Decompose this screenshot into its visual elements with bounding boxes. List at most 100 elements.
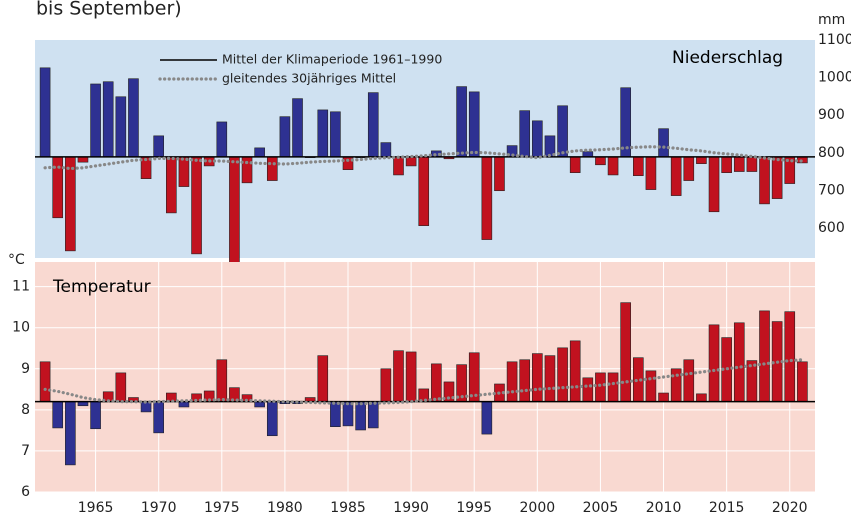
y-axis-unit: °C [8, 252, 25, 268]
bar [633, 156, 644, 176]
bar [532, 353, 543, 402]
y-tick-label: 11 [12, 279, 30, 295]
bar [367, 401, 379, 429]
bar [266, 156, 278, 181]
bar [77, 156, 89, 163]
x-tick-label: 1995 [456, 500, 492, 516]
y-tick-label: 10 [12, 320, 30, 336]
x-tick-label: 2000 [520, 500, 556, 516]
bar [746, 360, 758, 402]
bar [481, 401, 493, 435]
bar [279, 116, 291, 158]
x-tick-label: 1965 [78, 500, 114, 516]
bar [519, 110, 531, 158]
bar [797, 361, 808, 402]
bar [216, 121, 228, 158]
y-tick-label: 800 [818, 145, 845, 161]
x-tick-label: 1975 [204, 500, 240, 516]
bar [90, 83, 101, 158]
bar [115, 96, 127, 158]
bar [355, 401, 366, 431]
y-tick-label: 9 [21, 361, 30, 377]
bar [494, 156, 505, 192]
y-tick-label: 7 [21, 443, 30, 459]
bar [658, 128, 669, 158]
bar [759, 310, 770, 402]
bar [557, 105, 568, 158]
bar [582, 377, 594, 402]
bar [683, 359, 695, 402]
bar [292, 98, 303, 158]
bar [569, 340, 581, 402]
bar [696, 156, 707, 164]
x-tick-label: 2020 [772, 500, 808, 516]
bar [708, 324, 720, 402]
y-tick-label: 600 [818, 220, 845, 236]
bar [721, 156, 732, 173]
bar [153, 135, 164, 158]
bar [65, 401, 76, 466]
bar [405, 351, 417, 402]
bar [544, 355, 556, 402]
bar [330, 111, 341, 158]
panel-title: Niederschlag [672, 48, 783, 68]
y-tick-label: 8 [21, 402, 30, 418]
y-tick-label: 1000 [818, 70, 851, 86]
x-tick-label: 2010 [646, 500, 682, 516]
bar [191, 156, 202, 255]
panel-background [35, 262, 815, 492]
bar [115, 372, 127, 402]
bar [229, 156, 240, 267]
bar [607, 372, 619, 402]
bar [645, 156, 657, 190]
bar [330, 401, 341, 427]
bar [645, 370, 657, 402]
x-tick-label: 2015 [709, 500, 745, 516]
bar [670, 368, 682, 402]
bar [784, 311, 796, 402]
x-tick-label: 1990 [393, 500, 429, 516]
bar [317, 109, 329, 158]
bar [393, 350, 404, 402]
bar [241, 156, 253, 184]
bar [506, 361, 518, 402]
bar [771, 156, 783, 199]
bar [39, 67, 51, 158]
bar [39, 361, 51, 402]
bar [431, 363, 442, 402]
y-axis-unit: mm [818, 12, 845, 28]
bar [607, 156, 619, 176]
bar [254, 147, 265, 158]
legend-label: gleitendes 30jähriges Mittel [222, 71, 396, 86]
bar [342, 401, 354, 427]
bar [380, 142, 392, 158]
bar [733, 322, 745, 402]
bar [418, 156, 430, 226]
bar [582, 151, 594, 158]
bar [759, 156, 770, 205]
bar [557, 347, 568, 402]
bar [595, 372, 606, 402]
y-tick-label: 700 [818, 182, 845, 198]
bar [658, 392, 669, 402]
bar [519, 359, 531, 402]
bar [380, 368, 392, 402]
x-tick-label: 1985 [330, 500, 366, 516]
bar [317, 355, 329, 402]
y-tick-label: 900 [818, 107, 845, 123]
bar [569, 156, 581, 173]
bar [393, 156, 404, 176]
header-text: bis September) [36, 0, 182, 20]
bar [178, 401, 190, 408]
y-tick-label: 1100 [818, 32, 851, 48]
bar [595, 156, 606, 166]
moving-average-line [43, 358, 804, 406]
legend-label: Mittel der Klimaperiode 1961–1990 [222, 52, 442, 67]
bar [797, 156, 808, 164]
bar [367, 92, 379, 158]
bar [254, 401, 265, 408]
bar [90, 401, 101, 430]
bar [620, 87, 631, 158]
bar [620, 302, 631, 402]
